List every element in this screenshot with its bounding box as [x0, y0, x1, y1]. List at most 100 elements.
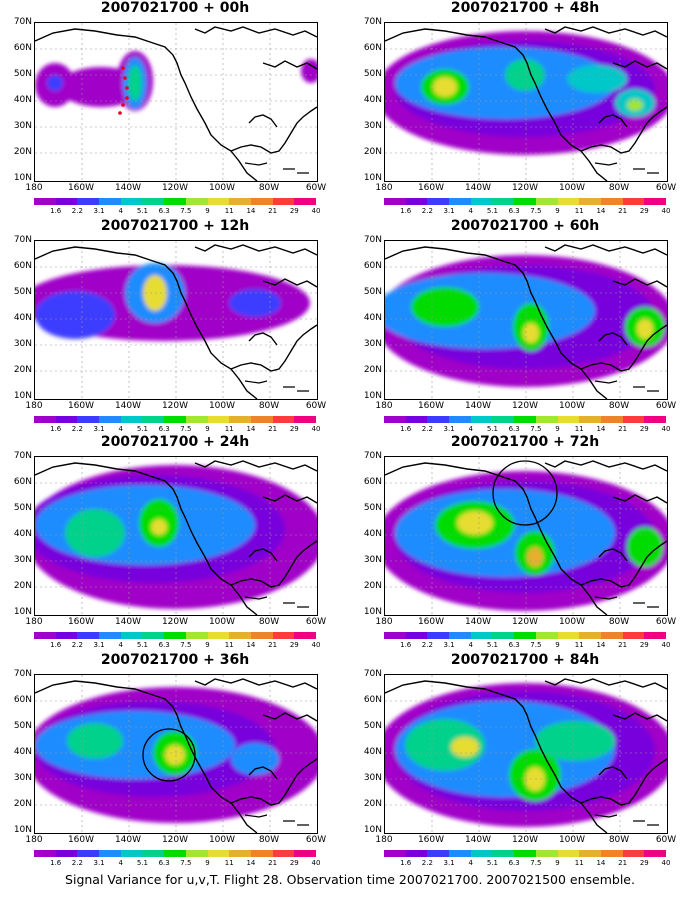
- colorbar-swatch: [272, 850, 295, 857]
- map-panel: 2007021700 + 48h 70N 60N 50N 40N 30N 20N 10N 18…: [350, 0, 680, 215]
- colorbar-swatch: [427, 416, 450, 423]
- colorbar-label: 1.6: [400, 859, 412, 867]
- lon-label: 80W: [258, 401, 280, 411]
- colorbar-swatch: [644, 198, 666, 205]
- lon-label: 140W: [464, 183, 492, 193]
- lon-label: 180: [375, 401, 393, 411]
- lat-label: 70N: [13, 451, 32, 461]
- colorbar-swatch: [120, 416, 143, 423]
- colorbar-label: 3.1: [443, 207, 455, 215]
- colorbar-label: 14: [596, 641, 606, 649]
- lat-label: 30N: [13, 339, 32, 349]
- lon-label: 100W: [208, 183, 236, 193]
- colorbar-label: 11: [224, 859, 234, 867]
- lon-label: 160W: [417, 835, 445, 845]
- lat-label: 10N: [363, 607, 382, 617]
- colorbar-swatch: [77, 850, 100, 857]
- lat-label: 10N: [13, 173, 32, 183]
- variance-contour: [451, 737, 479, 757]
- colorbar-swatch: [229, 198, 251, 205]
- map-svg: [385, 23, 667, 181]
- colorbar-label: 21: [618, 859, 628, 867]
- flight-dot: [123, 76, 127, 80]
- coastline: [594, 380, 659, 392]
- colorbar-label: 9: [555, 425, 560, 433]
- lon-label: 140W: [114, 183, 142, 193]
- colorbar-swatch: [77, 198, 100, 205]
- colorbar-swatch: [34, 850, 56, 857]
- colorbar-label: 7.5: [180, 425, 192, 433]
- target-circle: [142, 728, 196, 782]
- colorbar-label: 11: [224, 641, 234, 649]
- lat-label: 50N: [363, 287, 382, 297]
- lon-label: 80W: [608, 835, 630, 845]
- lon-label: 120W: [161, 183, 189, 193]
- lat-label: 30N: [363, 339, 382, 349]
- colorbar-swatch: [535, 198, 558, 205]
- colorbar-swatch: [120, 850, 143, 857]
- variance-contour: [627, 527, 663, 567]
- colorbar-label: 6.3: [158, 859, 170, 867]
- colorbar-swatch: [250, 198, 273, 205]
- colorbar-swatch: [449, 198, 471, 205]
- colorbar-swatch: [77, 416, 100, 423]
- colorbar-swatch: [142, 632, 165, 639]
- colorbar-label: 14: [246, 859, 256, 867]
- colorbar-swatch: [622, 198, 645, 205]
- colorbar-swatch: [164, 850, 186, 857]
- lon-label: 60W: [305, 401, 327, 411]
- colorbar-swatch: [405, 198, 428, 205]
- colorbar-label: 1.6: [50, 641, 62, 649]
- colorbar-label: 6.3: [158, 207, 170, 215]
- coastline: [385, 26, 667, 181]
- lat-label: 50N: [13, 69, 32, 79]
- lat-label: 40N: [363, 313, 382, 323]
- colorbar-label: 7.5: [530, 641, 542, 649]
- colorbar-label: 29: [639, 207, 649, 215]
- colorbar-swatch: [77, 632, 100, 639]
- lon-label: 80W: [258, 617, 280, 627]
- colorbar-label: 29: [639, 425, 649, 433]
- colorbar-swatch: [250, 850, 273, 857]
- colorbar-label: 21: [268, 859, 278, 867]
- colorbar-swatch: [492, 632, 515, 639]
- colorbar-label: 6.3: [508, 207, 520, 215]
- colorbar-swatch: [644, 632, 666, 639]
- lon-label: 120W: [511, 183, 539, 193]
- variance-contour: [47, 75, 63, 91]
- colorbar-label: 2.2: [421, 859, 433, 867]
- lat-label: 30N: [13, 555, 32, 565]
- colorbar-label: 7.5: [180, 207, 192, 215]
- lon-label: 60W: [305, 183, 327, 193]
- lat-label: 10N: [363, 825, 382, 835]
- lat-label: 20N: [363, 799, 382, 809]
- variance-contour: [59, 67, 143, 107]
- colorbar-swatch: [164, 416, 186, 423]
- colorbar-swatch: [644, 850, 666, 857]
- colorbar-label: 1.6: [50, 425, 62, 433]
- lon-label: 60W: [655, 401, 677, 411]
- lat-label: 60N: [13, 695, 32, 705]
- colorbar-label: 7.5: [180, 859, 192, 867]
- lon-label: 100W: [208, 401, 236, 411]
- colorbar-swatch: [622, 632, 645, 639]
- colorbar-swatch: [142, 416, 165, 423]
- lat-label: 60N: [363, 477, 382, 487]
- colorbar-swatch: [557, 198, 580, 205]
- colorbar-swatch: [294, 198, 316, 205]
- colorbar-label: 11: [574, 859, 584, 867]
- lat-label: 70N: [13, 235, 32, 245]
- colorbar-label: 14: [246, 641, 256, 649]
- panel-title: 2007021700 + 72h: [450, 434, 600, 450]
- colorbar-swatch: [185, 198, 208, 205]
- lon-label: 120W: [161, 401, 189, 411]
- colorbar-label: 11: [224, 425, 234, 433]
- lon-label: 120W: [161, 617, 189, 627]
- colorbar-swatch: [207, 632, 230, 639]
- lat-label: 10N: [13, 391, 32, 401]
- colorbar-swatch: [185, 416, 208, 423]
- colorbar-swatch: [514, 850, 536, 857]
- colorbar-label: 2.2: [421, 641, 433, 649]
- colorbar-label: 3.1: [93, 425, 105, 433]
- lat-label: 70N: [13, 17, 32, 27]
